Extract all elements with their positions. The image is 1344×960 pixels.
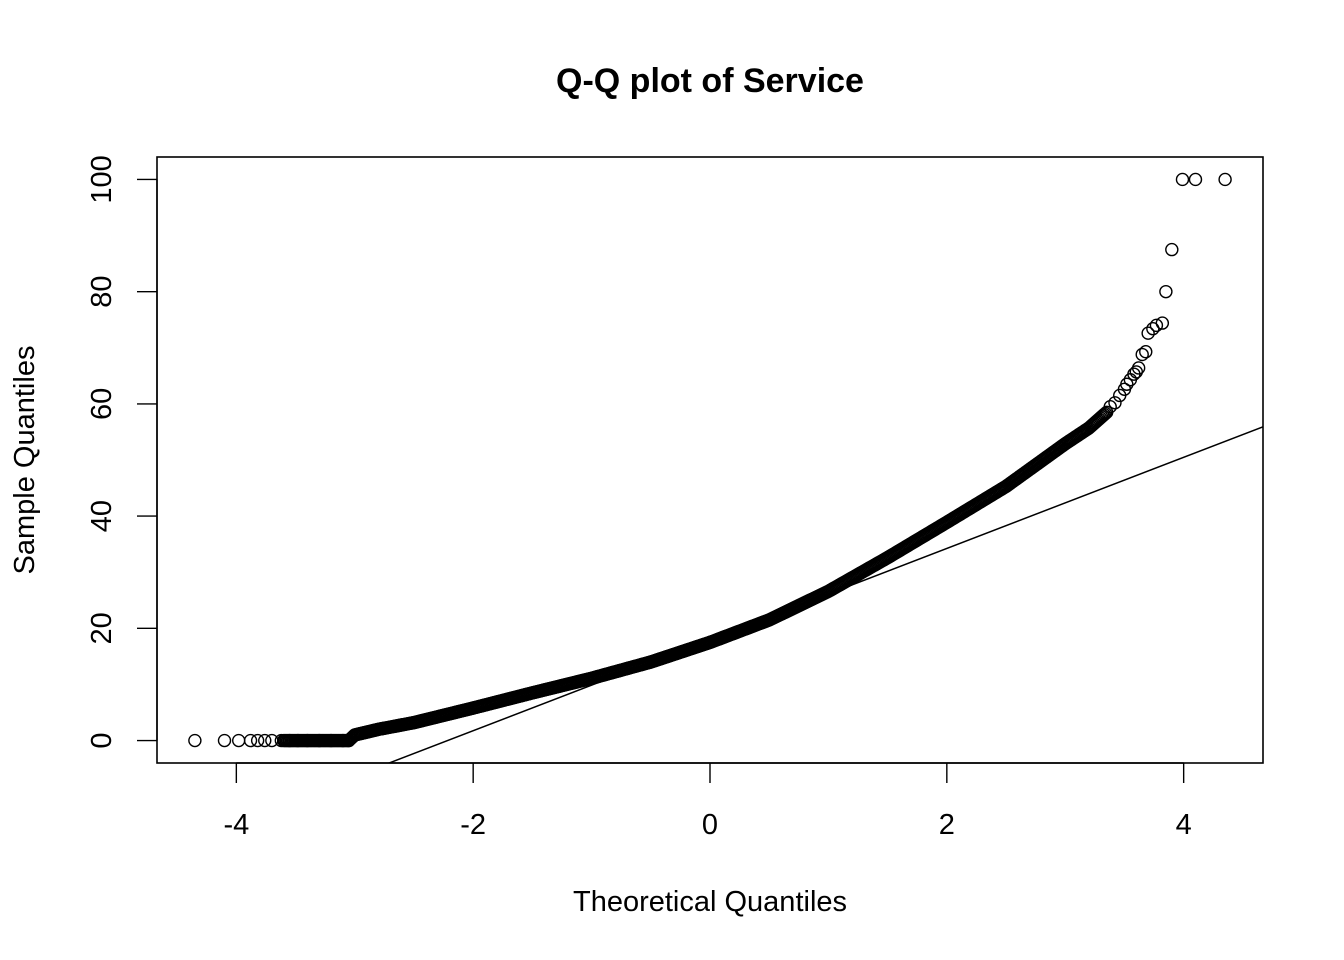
x-tick-label: 0: [702, 809, 718, 841]
data-point: [258, 733, 272, 748]
y-tick-label: 20: [86, 612, 118, 644]
data-point: [1108, 396, 1122, 410]
data-point: [243, 733, 258, 748]
data-point: [1094, 410, 1109, 424]
data-point: [188, 733, 202, 748]
y-tick-label: 60: [86, 388, 118, 420]
y-tick-label: 80: [86, 276, 118, 308]
y-axis-label: Sample Quantiles: [9, 346, 41, 575]
data-point: [1103, 399, 1117, 414]
y-tick-label: 0: [86, 732, 118, 748]
data-point: [1131, 361, 1146, 375]
x-tick-label: 4: [1176, 809, 1192, 841]
data-point: [250, 733, 265, 748]
data-point: [1159, 284, 1173, 299]
data-point: [1149, 318, 1164, 333]
data-point: [1120, 377, 1134, 391]
data-point: [1135, 347, 1149, 362]
x-tick-label: -4: [223, 809, 249, 841]
data-point: [274, 733, 289, 748]
data-point: [291, 733, 305, 748]
data-point: [1141, 326, 1155, 340]
data-point: [1165, 242, 1179, 257]
data-point: [342, 733, 356, 748]
data-point: [1188, 172, 1203, 187]
x-tick-label: -2: [460, 809, 486, 841]
y-tick-label: 100: [86, 155, 118, 203]
data-point: [217, 733, 232, 748]
plot-frame: [156, 156, 1264, 764]
data-point: [1155, 316, 1170, 330]
x-tick-label: 2: [939, 809, 955, 841]
data-point: [282, 733, 297, 748]
data-point: [336, 733, 350, 748]
data-point: [1175, 172, 1190, 187]
data-point: [1098, 406, 1113, 421]
data-point: [1139, 345, 1153, 359]
chart-title: Q-Q plot of Service: [556, 62, 864, 100]
data-point: [232, 733, 246, 748]
y-tick-label: 40: [86, 500, 118, 532]
data-point: [1096, 408, 1110, 423]
data-point: [265, 733, 279, 748]
data-point: [1218, 172, 1232, 187]
x-axis-label: Theoretical Quantiles: [573, 886, 847, 918]
plot-marks: [188, 172, 1263, 763]
